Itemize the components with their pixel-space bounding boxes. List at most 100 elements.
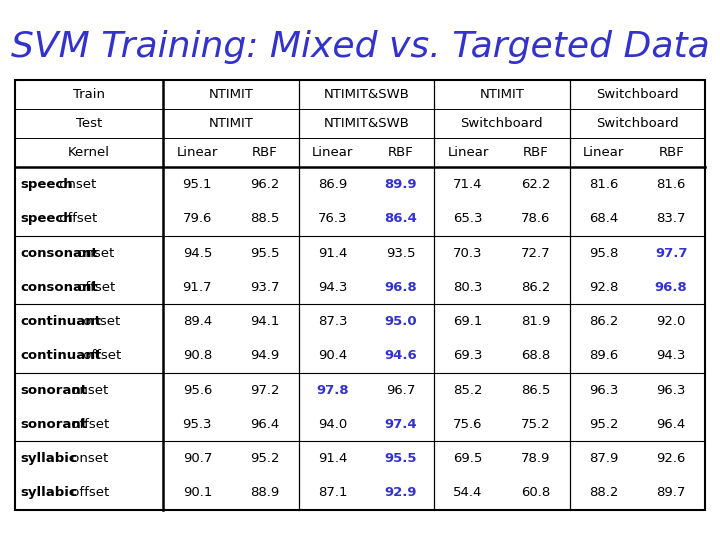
Text: 96.3: 96.3: [657, 383, 686, 396]
Text: 94.9: 94.9: [251, 349, 279, 362]
Text: Linear: Linear: [582, 146, 624, 159]
Text: RBF: RBF: [387, 146, 413, 159]
Text: 95.2: 95.2: [589, 418, 618, 431]
Text: onset: onset: [67, 383, 109, 396]
Text: Switchboard: Switchboard: [596, 117, 679, 130]
Text: 62.2: 62.2: [521, 178, 551, 191]
Bar: [15, 80, 705, 510]
Text: 91.4: 91.4: [318, 247, 348, 260]
Text: NTIMIT: NTIMIT: [209, 117, 253, 130]
Text: 94.3: 94.3: [657, 349, 686, 362]
Text: 96.8: 96.8: [384, 281, 417, 294]
Text: NTIMIT: NTIMIT: [209, 88, 253, 101]
Text: 87.9: 87.9: [589, 452, 618, 465]
Text: 94.1: 94.1: [251, 315, 279, 328]
Text: 60.8: 60.8: [521, 487, 550, 500]
Text: onset: onset: [55, 178, 96, 191]
Text: 68.8: 68.8: [521, 349, 550, 362]
Text: 89.7: 89.7: [657, 487, 686, 500]
Text: 95.5: 95.5: [251, 247, 280, 260]
Text: RBF: RBF: [252, 146, 278, 159]
Text: NTIMIT: NTIMIT: [480, 88, 524, 101]
Text: 69.1: 69.1: [454, 315, 483, 328]
Text: 91.4: 91.4: [318, 452, 348, 465]
Text: 97.4: 97.4: [384, 418, 417, 431]
Text: Linear: Linear: [176, 146, 218, 159]
Text: offset: offset: [79, 349, 121, 362]
Text: offset: offset: [67, 418, 109, 431]
Text: consonant: consonant: [20, 247, 98, 260]
Text: Kernel: Kernel: [68, 146, 110, 159]
Text: 95.8: 95.8: [589, 247, 618, 260]
Text: 88.9: 88.9: [251, 487, 279, 500]
Text: sonorant: sonorant: [20, 383, 87, 396]
Text: onset: onset: [73, 247, 114, 260]
Text: RBF: RBF: [523, 146, 549, 159]
Text: 96.8: 96.8: [654, 281, 688, 294]
Text: 54.4: 54.4: [454, 487, 483, 500]
Text: offset: offset: [73, 281, 115, 294]
Text: 94.6: 94.6: [384, 349, 417, 362]
Text: 95.2: 95.2: [251, 452, 280, 465]
Text: 86.9: 86.9: [318, 178, 347, 191]
Text: 91.7: 91.7: [183, 281, 212, 294]
Text: 79.6: 79.6: [183, 212, 212, 225]
Text: 72.7: 72.7: [521, 247, 551, 260]
Text: 95.0: 95.0: [384, 315, 417, 328]
Text: continuant: continuant: [20, 349, 101, 362]
Text: onset: onset: [79, 315, 120, 328]
Text: offset: offset: [55, 212, 98, 225]
Text: Linear: Linear: [447, 146, 489, 159]
Text: 95.3: 95.3: [183, 418, 212, 431]
Text: 96.4: 96.4: [251, 418, 279, 431]
Text: 92.8: 92.8: [589, 281, 618, 294]
Text: 65.3: 65.3: [454, 212, 483, 225]
Text: 89.4: 89.4: [183, 315, 212, 328]
Text: 96.7: 96.7: [386, 383, 415, 396]
Text: 68.4: 68.4: [589, 212, 618, 225]
Text: Switchboard: Switchboard: [596, 88, 679, 101]
Text: 86.4: 86.4: [384, 212, 417, 225]
Text: SVM Training: Mixed vs. Targeted Data: SVM Training: Mixed vs. Targeted Data: [11, 30, 709, 64]
Text: 90.1: 90.1: [183, 487, 212, 500]
Text: 96.2: 96.2: [251, 178, 279, 191]
Text: 87.1: 87.1: [318, 487, 348, 500]
Text: 75.2: 75.2: [521, 418, 551, 431]
Text: continuant: continuant: [20, 315, 101, 328]
Text: 80.3: 80.3: [454, 281, 483, 294]
Text: 69.5: 69.5: [454, 452, 483, 465]
Text: 76.3: 76.3: [318, 212, 348, 225]
Text: 90.4: 90.4: [318, 349, 347, 362]
Text: Train: Train: [73, 88, 105, 101]
Text: 81.6: 81.6: [589, 178, 618, 191]
Text: 96.4: 96.4: [657, 418, 685, 431]
Text: 93.5: 93.5: [386, 247, 415, 260]
Text: 97.8: 97.8: [316, 383, 349, 396]
Text: 92.6: 92.6: [657, 452, 686, 465]
Text: consonant: consonant: [20, 281, 98, 294]
Text: sonorant: sonorant: [20, 418, 87, 431]
Text: 92.9: 92.9: [384, 487, 417, 500]
Text: 83.7: 83.7: [657, 212, 686, 225]
Text: 96.3: 96.3: [589, 383, 618, 396]
Text: NTIMIT&SWB: NTIMIT&SWB: [323, 117, 410, 130]
Text: 85.2: 85.2: [454, 383, 483, 396]
Text: 90.8: 90.8: [183, 349, 212, 362]
Text: 86.2: 86.2: [589, 315, 618, 328]
Text: 95.6: 95.6: [183, 383, 212, 396]
Text: 75.6: 75.6: [454, 418, 483, 431]
Text: onset: onset: [67, 452, 109, 465]
Text: 89.9: 89.9: [384, 178, 417, 191]
Text: syllabic: syllabic: [20, 452, 77, 465]
Text: NTIMIT&SWB: NTIMIT&SWB: [323, 88, 410, 101]
Text: speech: speech: [20, 178, 73, 191]
Text: 81.6: 81.6: [657, 178, 686, 191]
Text: 94.5: 94.5: [183, 247, 212, 260]
Text: 97.2: 97.2: [251, 383, 280, 396]
Text: Switchboard: Switchboard: [461, 117, 544, 130]
Text: 94.0: 94.0: [318, 418, 347, 431]
Text: 70.3: 70.3: [454, 247, 483, 260]
Text: RBF: RBF: [658, 146, 684, 159]
Text: 95.5: 95.5: [384, 452, 417, 465]
Text: 86.2: 86.2: [521, 281, 551, 294]
